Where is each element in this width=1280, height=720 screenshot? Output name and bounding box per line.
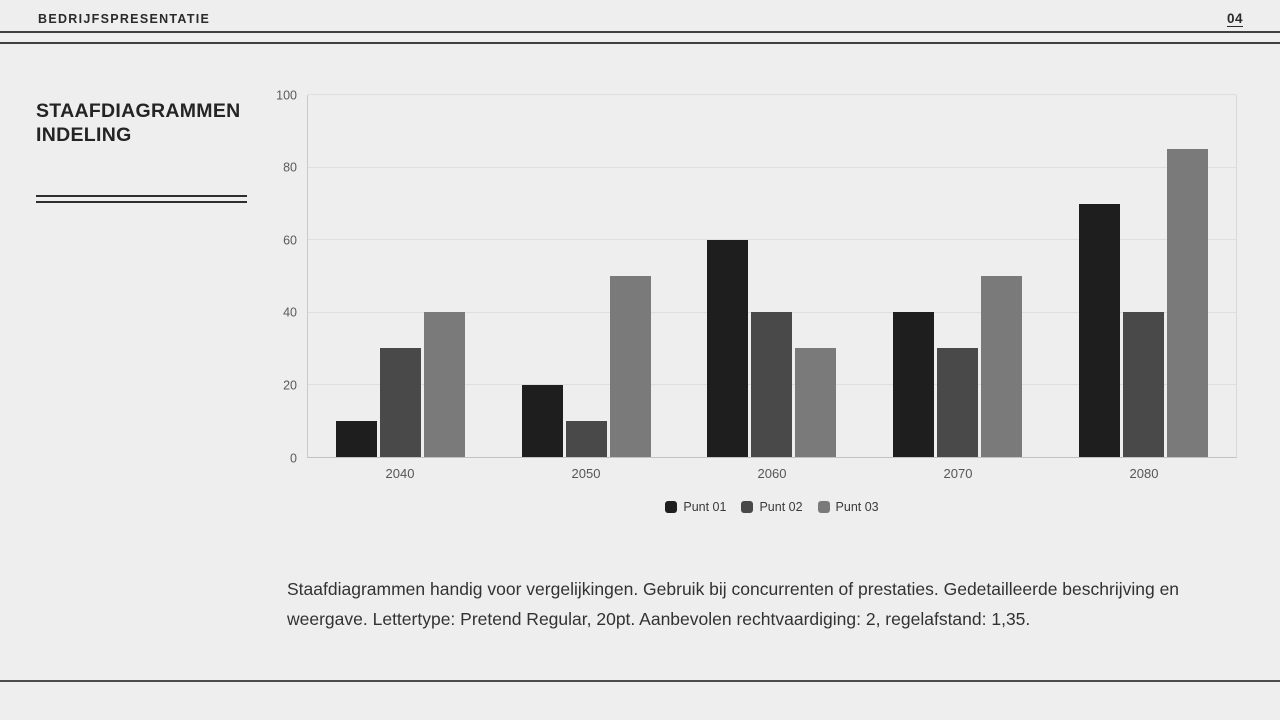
x-axis-tick: 2060: [757, 466, 787, 481]
x-axis-tick: 2070: [943, 466, 973, 481]
y-axis-tick: 100: [276, 87, 297, 102]
bar-punt-02-2080: [1122, 312, 1164, 457]
footer-rule: [0, 680, 1280, 682]
header-rule-top: [0, 31, 1280, 33]
bar-punt-03-2080: [1166, 149, 1208, 457]
x-axis-tick: 2050: [571, 466, 601, 481]
bar-group-2080: [1050, 95, 1236, 457]
legend-swatch: [665, 501, 678, 513]
y-axis: 0 20 40 60 80 100: [260, 89, 297, 464]
bar-punt-03-2050: [609, 276, 651, 457]
bar-punt-02-2070: [937, 348, 979, 457]
legend-label: Punt 03: [835, 500, 879, 514]
bar-group-2040: [308, 95, 494, 457]
bar-punt-01-2080: [1078, 203, 1120, 457]
gridline: [308, 94, 1236, 95]
x-axis-tick: 2080: [1129, 466, 1159, 481]
bar-punt-01-2060: [707, 239, 749, 457]
slide-title: STAAFDIAGRAMMEN INDELING: [36, 100, 241, 146]
bar-punt-02-2050: [565, 420, 607, 457]
x-axis: 2040 2050 2060 2070 2080: [307, 466, 1237, 481]
chart-legend: Punt 01 Punt 02 Punt 03: [307, 500, 1237, 514]
bar-punt-03-2060: [795, 348, 837, 457]
bar-punt-02-2040: [380, 348, 422, 457]
y-axis-tick: 80: [283, 160, 297, 175]
bar-punt-01-2040: [336, 420, 378, 457]
header-brand: BEDRIJFSPRESENTATIE: [38, 12, 211, 26]
legend-item-punt-02: Punt 02: [741, 500, 803, 514]
legend-item-punt-01: Punt 01: [665, 500, 726, 514]
y-axis-tick: 60: [283, 232, 297, 247]
bar-group-2060: [679, 95, 865, 457]
legend-label: Punt 02: [759, 500, 803, 514]
page-number: 04: [1226, 11, 1243, 26]
y-axis-tick: 40: [283, 305, 297, 320]
legend-swatch: [741, 501, 754, 513]
description-paragraph: Staafdiagrammen handig voor vergelijking…: [287, 579, 1180, 629]
bar-punt-01-2050: [521, 384, 563, 457]
title-underline-top: [36, 195, 247, 197]
gridline: [308, 166, 1236, 168]
header-rule-bottom: [0, 42, 1280, 44]
bar-group-2050: [494, 95, 680, 457]
bar-punt-02-2060: [751, 312, 793, 457]
y-axis-tick: 0: [290, 450, 297, 465]
legend-item-punt-03: Punt 03: [817, 500, 879, 514]
x-axis-tick: 2040: [385, 466, 415, 481]
y-axis-tick: 20: [283, 378, 297, 393]
legend-label: Punt 01: [683, 500, 727, 514]
bar-punt-03-2070: [981, 276, 1023, 457]
title-underline-bottom: [36, 201, 247, 203]
bar-punt-03-2040: [424, 312, 466, 457]
legend-swatch: [817, 501, 830, 513]
chart-plot: [307, 94, 1237, 458]
gridline: [308, 239, 1236, 241]
bar-group-2070: [865, 95, 1051, 457]
bar-punt-01-2070: [893, 312, 935, 457]
